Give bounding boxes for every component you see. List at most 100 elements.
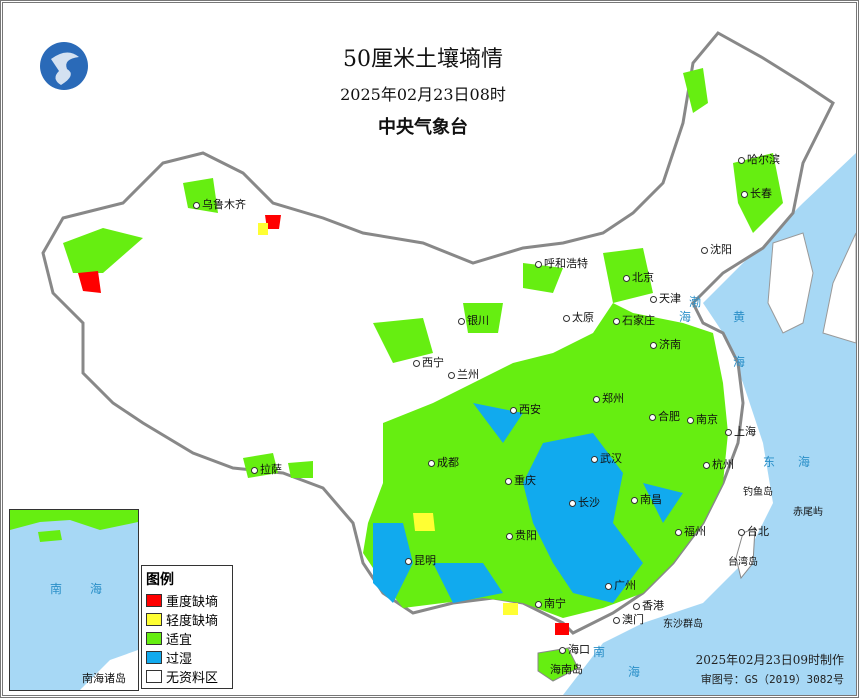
city-marker-icon: [605, 582, 612, 590]
city-marker-icon: [559, 646, 566, 654]
city-marker-icon: [591, 455, 598, 463]
suitable-patches-north: [63, 68, 783, 478]
legend-item-light: 轻度缺墒: [146, 610, 228, 629]
city-label: 成都: [428, 454, 459, 470]
sea-label: 海: [679, 310, 692, 324]
city-marker-icon: [251, 466, 258, 474]
inset-sea-label: 海: [90, 582, 103, 596]
map-datetime: 2025年02月23日08时: [340, 85, 506, 104]
place-label: 东沙群岛: [663, 619, 703, 630]
city-label: 上海: [725, 423, 756, 439]
city-marker-icon: [510, 406, 517, 414]
city-label: 台北: [738, 523, 769, 539]
city-marker-icon: [741, 190, 748, 198]
city-label: 合肥: [649, 408, 680, 424]
legend-title: 图例: [146, 572, 174, 588]
city-label: 杭州: [703, 456, 734, 472]
city-marker-icon: [633, 602, 640, 610]
city-label: 拉萨: [251, 461, 282, 477]
place-label: 赤尾屿: [793, 507, 823, 518]
place-label: 钓鱼岛: [743, 487, 773, 498]
sea-label: 东: [763, 455, 776, 469]
city-label: 西宁: [413, 354, 444, 370]
city-marker-icon: [535, 260, 542, 268]
city-marker-icon: [593, 395, 600, 403]
inset-sea-label: 南: [50, 582, 63, 596]
taiwan-island: [735, 527, 756, 580]
city-marker-icon: [428, 459, 435, 467]
city-marker-icon: [613, 317, 620, 325]
city-label: 西安: [510, 401, 541, 417]
city-label: 澳门: [613, 611, 644, 627]
city-marker-icon: [405, 557, 412, 565]
city-marker-icon: [506, 532, 513, 540]
map-issuer: 中央气象台: [378, 117, 468, 138]
map-approval-number: 审图号：GS（2019）3082号: [700, 673, 844, 686]
production-time: 2025年02月23日09时制作: [695, 653, 844, 667]
city-marker-icon: [701, 246, 708, 254]
city-marker-icon: [738, 156, 745, 164]
city-marker-icon: [458, 317, 465, 325]
city-label: 贵阳: [506, 527, 537, 543]
city-marker-icon: [631, 496, 638, 504]
city-marker-icon: [725, 428, 732, 436]
south-china-sea-inset: 南 海 南海诸岛: [9, 509, 139, 691]
sea-label: 黄: [733, 310, 746, 324]
city-marker-icon: [448, 371, 455, 379]
city-marker-icon: [687, 416, 694, 424]
city-label: 济南: [650, 336, 681, 352]
city-label: 乌鲁木齐: [193, 196, 246, 212]
city-label: 长沙: [569, 494, 600, 510]
city-marker-icon: [505, 477, 512, 485]
legend-item-severe: 重度缺墒: [146, 591, 228, 610]
place-label: 海南岛: [550, 663, 583, 676]
city-marker-icon: [738, 528, 745, 536]
city-label: 广州: [605, 577, 636, 593]
city-marker-icon: [649, 413, 656, 421]
inset-label: 南海诸岛: [82, 672, 126, 685]
city-label: 香港: [633, 597, 664, 613]
legend: 图例 重度缺墒 轻度缺墒 适宜 过湿 无资料区: [141, 565, 233, 689]
city-label: 重庆: [505, 472, 536, 488]
city-marker-icon: [569, 499, 576, 507]
city-label: 武汉: [591, 450, 622, 466]
city-label: 海口: [559, 641, 590, 657]
city-label: 哈尔滨: [738, 151, 780, 167]
city-marker-icon: [650, 295, 657, 303]
city-label: 南京: [687, 411, 718, 427]
sea-label: 海: [733, 355, 746, 369]
city-marker-icon: [675, 528, 682, 536]
korea-japan-land: [767, 232, 856, 344]
sea-label: 海: [798, 455, 811, 469]
legend-item-suitable: 适宜: [146, 629, 228, 648]
city-marker-icon: [535, 600, 542, 608]
city-label: 石家庄: [613, 312, 655, 328]
city-marker-icon: [193, 201, 200, 209]
legend-item-wet: 过湿: [146, 648, 228, 667]
soil-moisture-map: [41, 31, 856, 695]
map-title: 50厘米土壤墒情: [343, 47, 503, 72]
sea-label: 南: [593, 645, 606, 659]
cma-logo-icon: [37, 39, 91, 93]
city-label: 太原: [563, 309, 594, 325]
legend-item-nodata: 无资料区: [146, 667, 228, 686]
city-marker-icon: [650, 341, 657, 349]
city-marker-icon: [613, 616, 620, 624]
city-label: 长春: [741, 185, 772, 201]
city-marker-icon: [703, 461, 710, 469]
city-label: 郑州: [593, 390, 624, 406]
place-label: 台湾岛: [728, 557, 758, 568]
city-label: 兰州: [448, 366, 479, 382]
city-label: 天津: [650, 290, 681, 306]
city-label: 沈阳: [701, 241, 732, 257]
city-label: 银川: [458, 312, 489, 328]
sea-label: 海: [628, 665, 641, 679]
wet-region: [373, 403, 683, 603]
city-label: 南昌: [631, 491, 662, 507]
city-label: 呼和浩特: [535, 255, 588, 271]
city-label: 北京: [623, 269, 654, 285]
city-marker-icon: [413, 359, 420, 367]
city-label: 昆明: [405, 552, 436, 568]
city-marker-icon: [623, 274, 630, 282]
